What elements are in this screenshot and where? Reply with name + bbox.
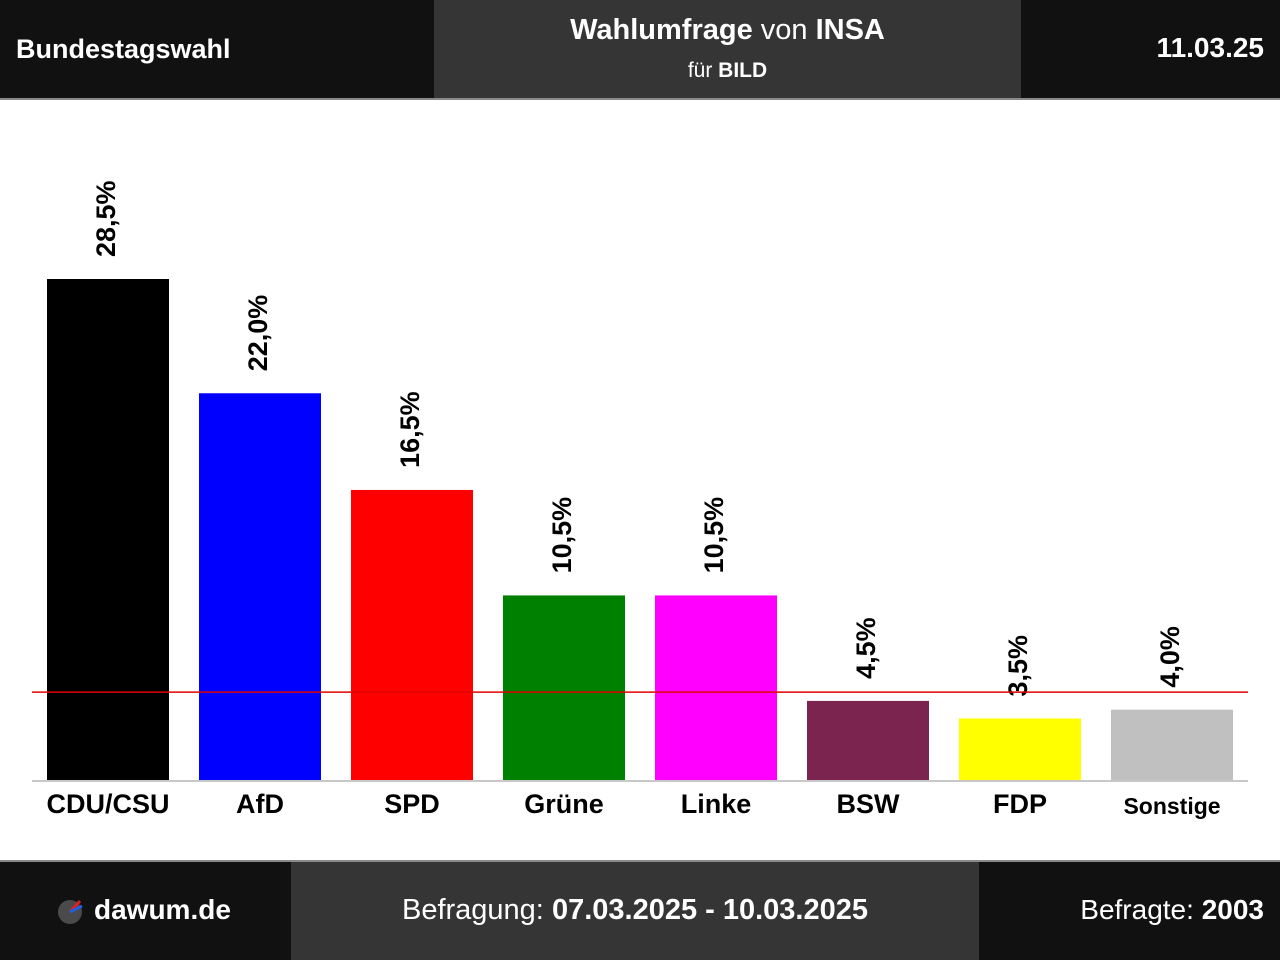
bar-bsw [807,700,929,780]
category-label: BSW [837,789,901,819]
poll-title: Wahlumfrage von INSA [434,14,1021,47]
poll-bar-chart: 28,5% CDU/CSU 22,0% AfD 16,5% SPD 10,5% Grüne 10… [32,180,1248,819]
footer-center: Befragung: 07.03.2025 - 10.03.2025 [291,862,979,960]
value-label: 22,0% [243,295,273,372]
category-label: FDP [993,789,1047,819]
value-label: 16,5% [395,391,425,468]
footer-divider [0,860,1280,862]
category-label: AfD [236,789,284,819]
header-center: Wahlumfrage von INSA für BILD [434,0,1021,98]
poll-date: 11.03.25 [1156,32,1264,63]
poll-title-main: Wahlumfrage [570,14,753,46]
value-label: 3,5% [1003,635,1033,697]
bar-sonstige [1111,709,1233,780]
header-right: 11.03.25 [1021,0,1280,98]
bar-fdp [959,718,1081,780]
footer-left: dawum.de [0,862,291,960]
value-label: 10,5% [699,497,729,574]
bar-spd [351,489,473,780]
election-label: Bundestagswahl [16,34,231,64]
value-label: 4,5% [851,617,881,679]
respondents-value: 2003 [1201,894,1264,925]
value-label: 10,5% [547,497,577,574]
footer-right: Befragte: 2003 [979,862,1280,960]
survey-label: Befragung: [401,894,544,926]
category-label: Grüne [524,789,604,819]
header-left: Bundestagswahl [0,0,434,98]
site-brand[interactable]: dawum.de [56,894,231,926]
category-label: Linke [681,789,752,819]
bar-afd [199,393,321,780]
bar-linke [655,595,777,780]
value-label: 28,5% [91,180,121,257]
dawum-logo-icon [58,899,83,924]
category-label: CDU/CSU [46,789,169,819]
bar-gr-ne [503,595,625,780]
poll-subtitle-fuer: für [687,59,713,82]
respondents-label: Befragte: [1080,894,1194,925]
survey-period: 07.03.2025 - 10.03.2025 [551,894,868,926]
category-label: SPD [384,789,440,819]
poll-client: BILD [718,59,768,82]
site-name: dawum.de [94,894,231,925]
survey-period-text: Befragung: 07.03.2025 - 10.03.2025 [291,894,979,927]
bar-cdu-csu [47,279,169,780]
header-divider [0,98,1280,100]
poll-subtitle: für BILD [434,59,1021,83]
poll-institute: INSA [815,14,885,46]
poll-title-von: von [760,14,808,46]
value-label: 4,0% [1155,626,1185,688]
respondents-text: Befragte: 2003 [1080,894,1264,926]
category-label: Sonstige [1123,793,1220,819]
